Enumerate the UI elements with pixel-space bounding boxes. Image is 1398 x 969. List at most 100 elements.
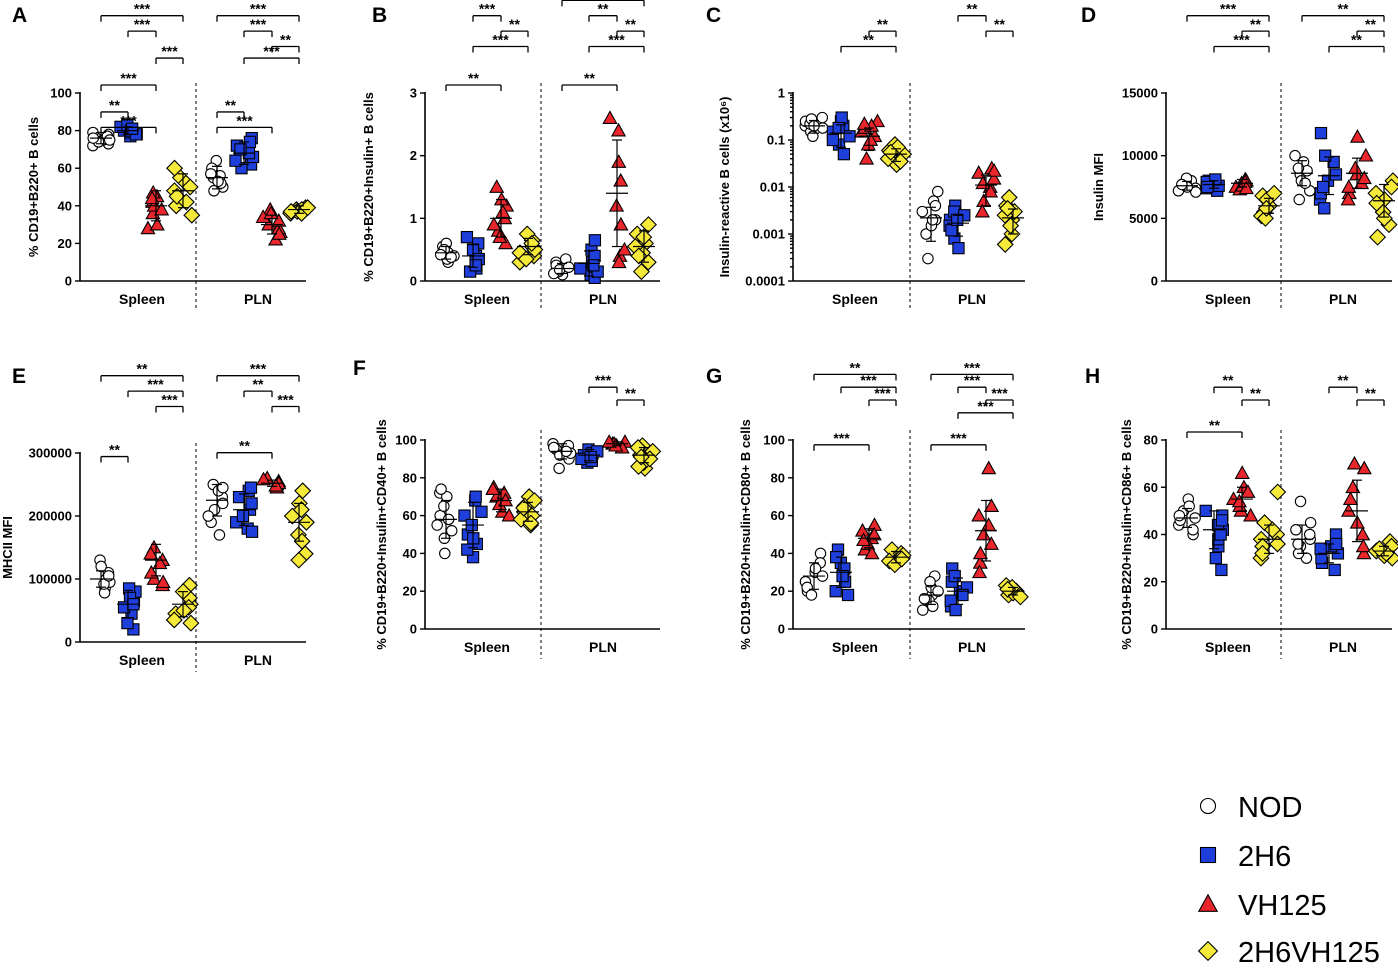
significance-stars: **: [863, 32, 874, 48]
data-point-2h6: [1329, 168, 1343, 181]
data-point-2h6: [837, 147, 851, 161]
significance-stars: **: [1223, 372, 1234, 388]
y-tick-label: 80: [1144, 433, 1158, 448]
significance-stars: ***: [833, 430, 850, 446]
panel-letter: A: [12, 4, 27, 27]
data-point-vh125: [1345, 479, 1361, 494]
data-point-2h6: [1209, 551, 1223, 565]
data-point-nod: [805, 589, 818, 601]
data-point-vh125: [983, 498, 1000, 513]
data-point-2h6: [232, 490, 246, 504]
legend-label: 2H6VH125: [1238, 937, 1380, 969]
legend-label: 2H6: [1238, 841, 1291, 873]
significance-stars: **: [625, 385, 636, 401]
y-axis-label: % CD19+B220+Insulin+CD80+ B cells: [738, 419, 753, 650]
y-tick-label: 0: [410, 274, 417, 289]
y-tick-label: 0.01: [760, 180, 785, 195]
data-point-vh125: [255, 471, 272, 486]
data-point-vh125: [986, 170, 1002, 185]
data-point-nod: [208, 185, 220, 197]
x-group-label: PLN: [244, 291, 272, 307]
y-tick-label: 300000: [29, 446, 72, 461]
significance-stars: **: [1365, 385, 1376, 401]
data-point-vh125: [501, 507, 517, 522]
significance-stars: **: [1351, 32, 1362, 48]
data-point-2h6: [948, 569, 961, 583]
data-point-nod: [924, 575, 936, 588]
y-tick-label: 5000: [1129, 211, 1158, 226]
data-point-2h6vh125: [1256, 209, 1274, 227]
data-point-vh125: [1356, 460, 1372, 475]
data-point-2h6vh125: [1375, 209, 1393, 227]
significance-stars: ***: [1233, 32, 1250, 48]
significance-stars: ***: [964, 372, 981, 388]
significance-stars: **: [1338, 1, 1349, 17]
data-point-2h6vh125: [1268, 535, 1286, 553]
data-point-vh125: [864, 545, 880, 560]
data-point-vh125: [143, 545, 159, 560]
x-group-label: Spleen: [464, 291, 510, 307]
data-point-2h6: [574, 262, 587, 275]
data-point-nod: [932, 185, 944, 198]
significance-stars: ***: [236, 112, 253, 128]
x-group-label: PLN: [1329, 291, 1357, 307]
data-point-2h6vh125: [292, 501, 310, 519]
significance-stars: ***: [964, 359, 981, 375]
y-tick-label: 40: [1144, 527, 1158, 542]
significance-stars: ***: [950, 430, 967, 446]
x-group-label: PLN: [589, 291, 617, 307]
data-point-2h6: [835, 111, 848, 124]
legend-item-nod: NOD: [1199, 792, 1302, 824]
data-point-2h6: [1318, 202, 1331, 215]
data-point-2h6: [245, 525, 259, 538]
y-tick-label: 60: [58, 161, 72, 176]
significance-stars: ***: [134, 16, 151, 32]
data-point-vh125: [866, 526, 882, 541]
data-point-vh125: [986, 163, 1002, 177]
data-point-vh125: [1240, 484, 1256, 498]
significance-stars: **: [1365, 16, 1376, 32]
significance-stars: ***: [263, 43, 280, 59]
y-tick-label: 80: [403, 470, 417, 485]
data-point-vh125: [486, 216, 502, 231]
data-point-2h6: [244, 481, 258, 494]
data-point-nod: [1290, 524, 1302, 536]
significance-stars: **: [509, 16, 520, 32]
data-point-2h6vh125: [290, 551, 308, 569]
y-tick-label: 0.001: [752, 227, 785, 242]
data-point-2h6: [829, 585, 842, 598]
data-point-2h6: [588, 234, 602, 247]
legend-item-2h6: 2H6: [1199, 841, 1291, 873]
data-point-nod: [932, 585, 944, 597]
panel-letter: D: [1081, 4, 1096, 27]
data-point-nod: [917, 604, 929, 616]
data-point-2h6: [1314, 126, 1328, 140]
data-point-nod: [441, 490, 453, 503]
significance-stars: ***: [250, 16, 267, 32]
data-point-nod: [548, 441, 560, 454]
panel-letter: H: [1085, 365, 1100, 388]
data-point-nod: [213, 529, 226, 541]
panel-letter: F: [353, 357, 366, 380]
significance-stars: **: [850, 359, 861, 375]
data-point-nod: [929, 199, 942, 212]
data-point-2h6: [945, 224, 958, 237]
data-point-2h6vh125: [639, 216, 657, 234]
data-point-nod: [435, 483, 447, 495]
y-axis-label: % CD19+B220+ B cells: [26, 117, 41, 257]
y-tick-label: 60: [403, 508, 417, 523]
significance-stars: **: [253, 376, 264, 392]
data-point-vh125: [611, 154, 627, 168]
data-point-nod: [103, 134, 116, 146]
significance-stars: **: [967, 1, 978, 17]
data-point-vh125: [271, 213, 287, 227]
y-tick-label: 20: [58, 236, 72, 251]
panel-g: G % CD19+B220+Insulin+CD80+ B cells 0 20 40 6…: [706, 359, 1029, 659]
data-point-vh125: [972, 545, 989, 560]
significance-stars: ***: [147, 376, 164, 392]
significance-stars: **: [468, 70, 479, 86]
y-tick-label: 40: [58, 198, 72, 213]
data-point-nod: [926, 214, 939, 226]
